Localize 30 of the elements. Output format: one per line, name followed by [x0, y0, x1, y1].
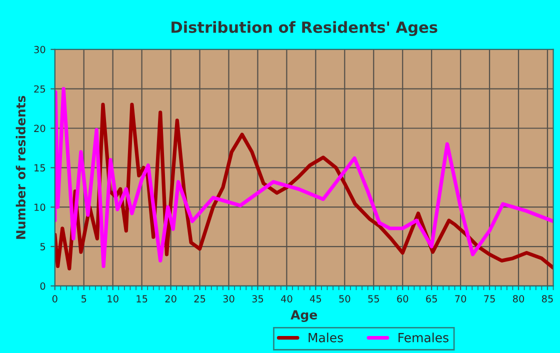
x-tick-label: 15 — [136, 295, 148, 302]
x-tick-label: 60 — [397, 295, 408, 302]
x-tick-label: 5 — [82, 295, 86, 302]
y-tick-label: 5 — [40, 243, 46, 250]
x-tick-label: 20 — [165, 295, 176, 302]
x-tick-label: 55 — [368, 295, 379, 302]
y-axis-title: Number of residents — [16, 96, 26, 239]
legend-label: Males — [308, 332, 343, 342]
x-tick-label: 85 — [542, 295, 553, 302]
x-axis-title: Age — [290, 310, 318, 322]
x-tick-label: 50 — [339, 295, 350, 302]
y-tick-label: 10 — [34, 204, 46, 211]
x-tick-label: 25 — [194, 295, 206, 302]
y-tick-label: 30 — [34, 46, 46, 54]
x-tick-label: 75 — [484, 295, 495, 302]
x-tick-label: 65 — [426, 295, 437, 302]
y-tick-label: 25 — [34, 85, 46, 93]
x-tick-label: 40 — [280, 295, 292, 302]
x-tick-label: 35 — [252, 295, 264, 302]
y-tick-label: 20 — [34, 124, 46, 132]
x-tick-label: 10 — [108, 295, 118, 302]
y-tick-label: 0 — [40, 282, 46, 290]
chart-title: Distribution of Residents' Ages — [172, 21, 438, 36]
x-tick-label: 0 — [52, 295, 58, 302]
y-tick-label: 15 — [34, 164, 46, 172]
x-tick-label: 70 — [455, 295, 466, 302]
legend-label: Females — [398, 332, 448, 342]
x-tick-label: 45 — [310, 295, 322, 302]
x-tick-label: 80 — [512, 295, 524, 302]
x-tick-label: 30 — [223, 295, 234, 302]
